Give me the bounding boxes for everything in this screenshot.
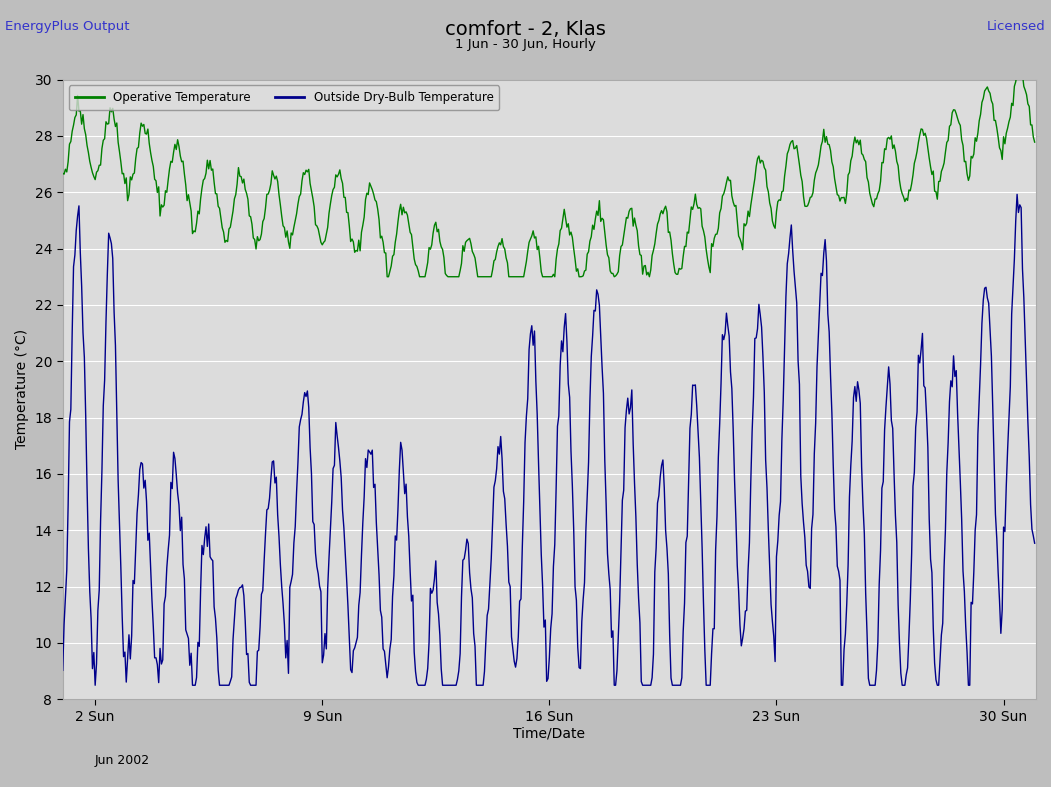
Text: comfort - 2, Klas: comfort - 2, Klas <box>445 20 606 39</box>
Text: Licensed: Licensed <box>987 20 1046 33</box>
Text: EnergyPlus Output: EnergyPlus Output <box>5 20 129 33</box>
Text: Jun 2002: Jun 2002 <box>95 754 149 767</box>
Text: 1 Jun - 30 Jun, Hourly: 1 Jun - 30 Jun, Hourly <box>455 38 596 51</box>
Legend: Operative Temperature, Outside Dry-Bulb Temperature: Operative Temperature, Outside Dry-Bulb … <box>68 86 499 110</box>
Y-axis label: Temperature (°C): Temperature (°C) <box>15 330 29 449</box>
X-axis label: Time/Date: Time/Date <box>513 726 585 741</box>
